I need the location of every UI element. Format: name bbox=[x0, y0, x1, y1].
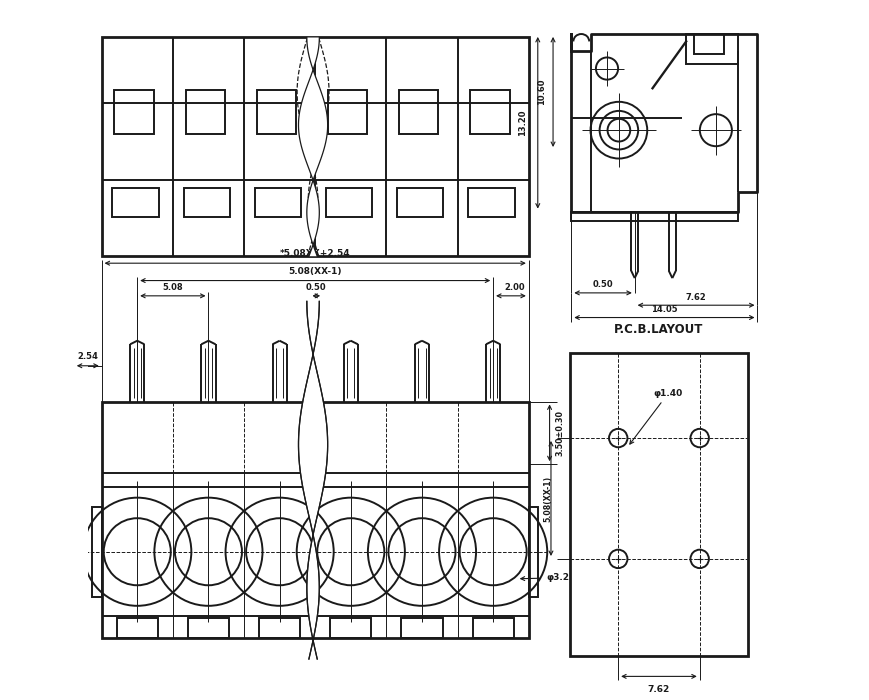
Polygon shape bbox=[298, 302, 328, 659]
Text: 0.50: 0.50 bbox=[592, 281, 613, 289]
Bar bbox=[326, 188, 372, 217]
Bar bbox=[329, 618, 371, 638]
Text: 5.08(XX-1): 5.08(XX-1) bbox=[289, 267, 342, 276]
Bar bbox=[396, 188, 443, 217]
Bar bbox=[188, 618, 229, 638]
Bar bbox=[528, 507, 538, 597]
Bar bbox=[686, 34, 737, 64]
Text: 13.20: 13.20 bbox=[517, 109, 527, 136]
Text: 14.05: 14.05 bbox=[650, 305, 677, 314]
Bar bbox=[401, 618, 442, 638]
Bar bbox=[472, 618, 514, 638]
Text: 7.62: 7.62 bbox=[685, 293, 706, 302]
Bar bbox=[102, 38, 528, 256]
Text: φ1.40: φ1.40 bbox=[629, 389, 682, 444]
Bar bbox=[571, 211, 737, 221]
Bar bbox=[115, 90, 154, 134]
Bar bbox=[183, 188, 229, 217]
Text: 5.08(XX-1): 5.08(XX-1) bbox=[542, 475, 551, 522]
Bar bbox=[570, 354, 746, 656]
Polygon shape bbox=[298, 38, 328, 256]
Bar bbox=[328, 90, 367, 134]
Bar bbox=[116, 618, 157, 638]
Bar bbox=[92, 507, 102, 597]
Bar bbox=[256, 90, 295, 134]
Text: 5.08: 5.08 bbox=[163, 283, 183, 292]
Text: 2.54: 2.54 bbox=[77, 352, 98, 361]
Text: 2.00: 2.00 bbox=[503, 283, 524, 292]
Bar bbox=[102, 402, 528, 638]
Text: 3.50±0.30: 3.50±0.30 bbox=[555, 410, 564, 456]
Bar bbox=[185, 90, 224, 134]
Bar bbox=[693, 34, 723, 54]
Bar bbox=[259, 618, 300, 638]
Text: 0.50: 0.50 bbox=[306, 283, 326, 292]
Bar bbox=[468, 188, 514, 217]
Bar bbox=[399, 90, 438, 134]
Bar bbox=[112, 188, 158, 217]
Text: 10.60: 10.60 bbox=[537, 78, 546, 105]
Text: *5.08XX+2.54: *5.08XX+2.54 bbox=[280, 249, 350, 258]
Text: φ3.2: φ3.2 bbox=[521, 573, 568, 582]
Text: 7.62: 7.62 bbox=[647, 685, 669, 694]
Bar bbox=[255, 188, 301, 217]
Text: P.C.B.LAYOUT: P.C.B.LAYOUT bbox=[614, 323, 703, 336]
Bar bbox=[470, 90, 509, 134]
